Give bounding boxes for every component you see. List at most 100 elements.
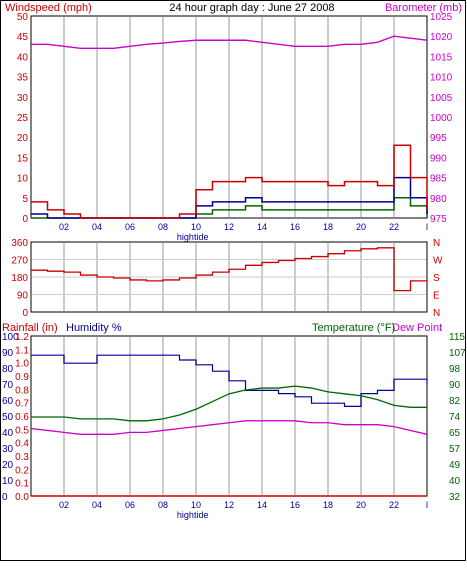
temperature-tick-label: 32 (449, 492, 461, 503)
humidity-tick-label: 20 (2, 460, 14, 471)
humidity-series-line (31, 354, 428, 407)
x-tick-label: 02 (59, 222, 69, 232)
humidity-tick-label: 0 (2, 492, 8, 503)
temperature-tick-label: 115 (449, 332, 465, 343)
x-tick-label: 22 (389, 222, 399, 232)
humidity-tick-label: 90 (2, 348, 14, 359)
x-tick-label: 12 (224, 500, 234, 510)
direction-compass-tick-label: E (433, 291, 440, 302)
barometer-tick-label: 1020 (430, 32, 453, 43)
temperature-tick-label: 82 (449, 396, 461, 407)
windspeed-tick-label: 5 (22, 194, 28, 205)
x-tick-label: 08 (158, 222, 168, 232)
humidity-tick-label: 80 (2, 364, 14, 375)
x-tick-label: 14 (257, 500, 267, 510)
rainfall-tick-label: 0.0 (15, 492, 29, 503)
x-tick-label: 12 (224, 222, 234, 232)
humidity-axis-label: Humidity % (66, 322, 122, 334)
barometer-axis-label: Barometer (mb) (385, 2, 462, 14)
temperature-axis-label: Temperature (°F) (312, 322, 395, 334)
x-tick-label: 08 (158, 500, 168, 510)
rainfall-tick-label: 0.3 (15, 452, 29, 463)
windspeed-axis-label: Windspeed (mph) (5, 2, 92, 14)
windspeed-tick-label: 40 (17, 52, 29, 63)
temperature-tick-label: 98 (449, 364, 461, 375)
windspeed-tick-label: 15 (17, 153, 29, 164)
direction-degree-tick-label: 360 (11, 238, 28, 249)
barometer-tick-label: 985 (430, 174, 447, 185)
x-tick-label: 04 (92, 500, 102, 510)
x-tick-label: 10 (191, 222, 201, 232)
windspeed-tick-label: 50 (17, 12, 29, 23)
x-tick-label: 16 (290, 500, 300, 510)
barometer-series-line (31, 35, 428, 50)
rainfall-tick-label: 0.2 (15, 465, 29, 476)
barometer-tick-label: 1025 (430, 12, 453, 23)
direction-degree-tick-label: 180 (11, 273, 28, 284)
direction-compass-tick-label: W (433, 256, 443, 267)
windspeed-tick-label: 10 (17, 174, 29, 185)
rainfall-tick-label: 1.1 (15, 345, 29, 356)
humidity-tick-label: 50 (2, 412, 14, 423)
x-tick-label: 22 (389, 500, 399, 510)
direction-degree-tick-label: 0 (22, 308, 28, 319)
rainfall-tick-label: 0.1 (15, 479, 29, 490)
barometer-tick-label: 1015 (430, 52, 453, 63)
barometer-tick-label: 975 (430, 214, 447, 225)
dewpoint-axis-label: Dew Point (392, 322, 442, 334)
x-tick-label: 02 (59, 500, 69, 510)
barometer-tick-label: 980 (430, 194, 447, 205)
x-tick-label: 18 (323, 500, 333, 510)
x-tick-label: 06 (125, 500, 135, 510)
graph-title: 24 hour graph day : June 27 2008 (169, 2, 334, 14)
temperature-tick-label: 65 (449, 428, 461, 439)
windspeed-tick-label: 35 (17, 73, 29, 84)
humidity-tick-label: 30 (2, 444, 14, 455)
barometer-tick-label: 1010 (430, 73, 453, 84)
humidity-tick-label: 100 (2, 332, 19, 343)
barometer-tick-label: 995 (430, 133, 447, 144)
windspeed-tick-label: 20 (17, 133, 29, 144)
rainfall-tick-label: 0.8 (15, 385, 29, 396)
direction-compass-tick-label: S (433, 273, 440, 284)
direction-compass-tick-label: N (433, 238, 440, 249)
dew-point-series-line (30, 420, 428, 435)
x-tick-label: 20 (356, 500, 366, 510)
direction-degree-tick-label: 270 (11, 256, 28, 267)
direction-degree-tick-label: 90 (17, 291, 29, 302)
x-tick-label: 06 (125, 222, 135, 232)
rainfall-axis-label: Rainfall (in) (2, 322, 58, 334)
rainfall-tick-label: 0.5 (15, 425, 29, 436)
humidity-tick-label: 10 (2, 476, 14, 487)
rainfall-tick-label: 1.2 (15, 332, 29, 343)
x-tick-label: 20 (356, 222, 366, 232)
barometer-tick-label: 990 (430, 153, 447, 164)
temperature-tick-label: 90 (449, 380, 461, 391)
windspeed-tick-label: 30 (17, 93, 29, 104)
x-tick-label: 04 (92, 222, 102, 232)
temperature-tick-label: 40 (449, 476, 461, 487)
x-tick-label: l (426, 500, 428, 510)
barometer-tick-label: 1000 (430, 113, 453, 124)
windspeed-tick-label: 0 (22, 214, 28, 225)
x-tick-label: 16 (290, 222, 300, 232)
direction-compass-tick-label: N (433, 308, 440, 319)
barometer-tick-label: 1005 (430, 93, 453, 104)
wind-gust-series-line (31, 144, 428, 219)
windspeed-tick-label: 45 (17, 32, 29, 43)
temperature-tick-label: 107 (449, 348, 466, 359)
wind-direction-series-line (31, 247, 428, 292)
rainfall-tick-label: 0.9 (15, 372, 29, 383)
rainfall-tick-label: 0.4 (15, 439, 29, 450)
rainfall-tick-label: 0.7 (15, 399, 29, 410)
temperature-series-line (31, 385, 427, 422)
temperature-tick-label: 74 (449, 412, 461, 423)
windspeed-tick-label: 25 (17, 113, 29, 124)
humidity-tick-label: 70 (2, 380, 14, 391)
x-tick-label: 18 (323, 222, 333, 232)
rainfall-tick-label: 0.6 (15, 412, 29, 423)
temperature-tick-label: 57 (449, 444, 461, 455)
temperature-tick-label: 49 (449, 460, 461, 471)
